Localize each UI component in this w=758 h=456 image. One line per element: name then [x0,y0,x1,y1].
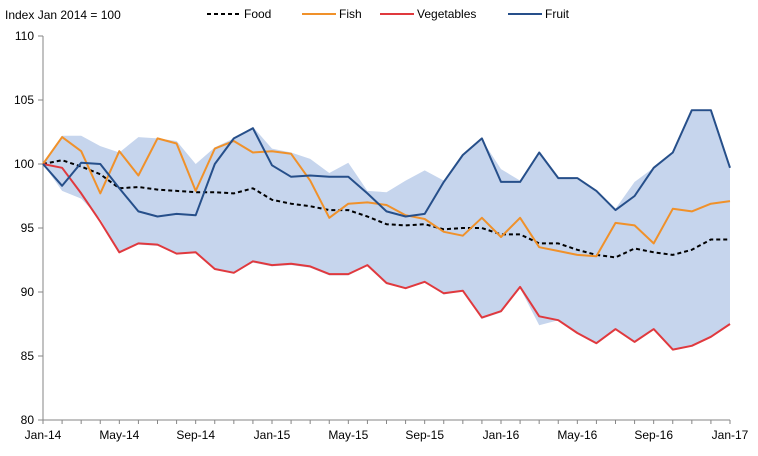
x-tick-label-Sep-16: Sep-16 [634,428,673,442]
y-tick-label-80: 80 [21,413,35,427]
x-tick-label-Jan-15: Jan-15 [254,428,291,442]
series-line-fruit [42,109,731,218]
series-layer [42,109,731,351]
legend-label-fish: Fish [339,7,362,21]
y-axis-title: Index Jan 2014 = 100 [5,8,121,22]
range-band-layer [43,111,730,350]
legend-label-food: Food [244,7,271,21]
x-tick-label-Jan-14: Jan-14 [25,428,62,442]
y-tick-label-95: 95 [21,221,35,235]
y-tick-label-110: 110 [15,29,34,43]
x-tick-label-Jan-16: Jan-16 [483,428,520,442]
x-tick-label-May-14: May-14 [99,428,139,442]
legend: Food Fish Vegetables Fruit [207,7,570,21]
x-tick-label-Sep-15: Sep-15 [405,428,444,442]
y-tick-label-105: 105 [14,93,34,107]
x-tick-label-May-15: May-15 [328,428,368,442]
y-tick-label-85: 85 [21,349,35,363]
range-band [43,111,730,350]
legend-label-fruit: Fruit [545,7,570,21]
series-line-food [42,159,730,259]
y-tick-label-100: 100 [14,157,34,171]
series-line-fish [42,136,731,258]
x-tick-label-May-16: May-16 [557,428,597,442]
legend-label-vegetables: Vegetables [417,7,476,21]
x-tick-label-Jan-17: Jan-17 [712,428,749,442]
series-line-vegetables [42,163,731,351]
axes: 80 85 90 95 100 105 110 Jan-14 May-14 Sep-14 Jan-1… [14,29,749,442]
y-tick-label-90: 90 [21,285,35,299]
x-tick-label-Sep-14: Sep-14 [176,428,215,442]
